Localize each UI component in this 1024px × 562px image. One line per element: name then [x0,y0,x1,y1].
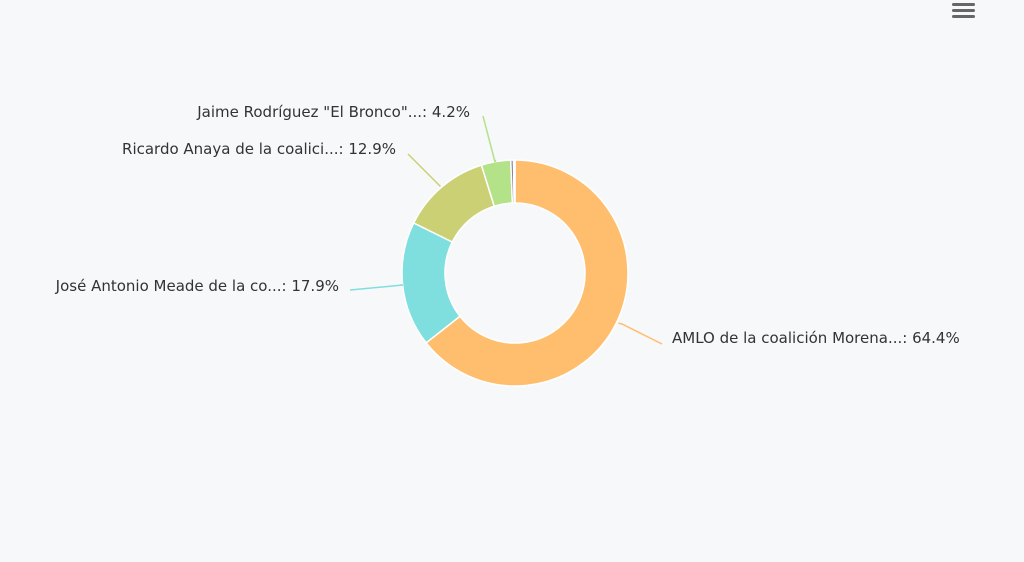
hamburger-menu-icon-bar [952,9,975,12]
data-label-connector [349,284,404,291]
data-label-connector [482,115,497,163]
data-label-connector [618,322,663,345]
data-label: Jaime Rodríguez "El Bronco"...: 4.2% [196,103,470,121]
chart-context-menu-button[interactable] [946,0,980,22]
data-label: José Antonio Meade de la co...: 17.9% [55,277,339,295]
data-label: Ricardo Anaya de la coalici...: 12.9% [122,140,396,158]
donut-slice[interactable] [512,159,516,204]
data-label-connector [407,153,441,188]
data-label: AMLO de la coalición Morena...: 64.4% [672,329,960,347]
donut-slice[interactable] [425,159,629,387]
hamburger-menu-icon-bar [952,15,975,18]
hamburger-menu-icon [952,3,975,6]
